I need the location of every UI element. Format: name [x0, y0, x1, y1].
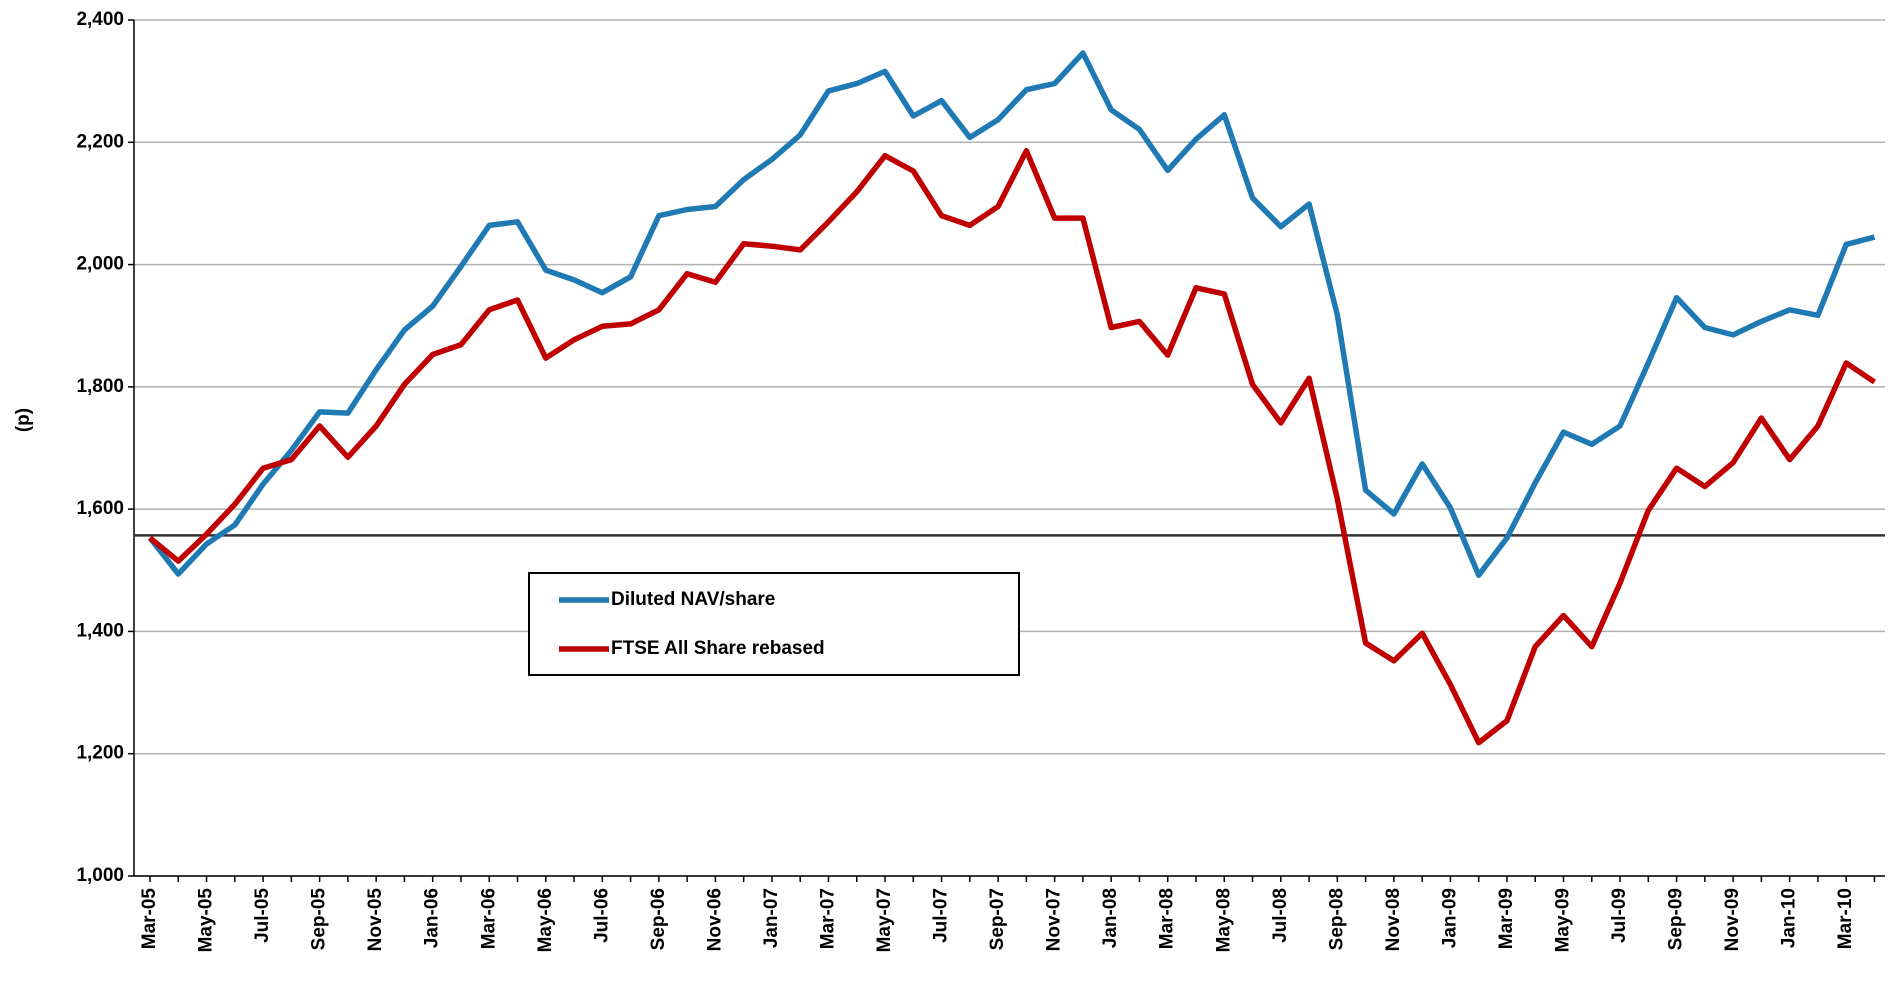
x-tick-label: May-06: [535, 888, 556, 952]
y-tick-label: 1,400: [76, 620, 124, 641]
x-tick-label: Jul-08: [1270, 888, 1291, 943]
x-tick-label: Nov-09: [1722, 888, 1743, 951]
x-tick-label: Nov-08: [1383, 888, 1404, 951]
y-tick-label: 2,400: [76, 9, 124, 30]
x-tick-label: Sep-08: [1326, 888, 1347, 950]
legend-box: [528, 572, 1020, 676]
x-tick-label: Jul-06: [591, 888, 612, 943]
y-tick-label: 2,200: [76, 131, 124, 152]
x-tick-label: Sep-07: [987, 888, 1008, 950]
x-tick-label: Sep-09: [1666, 888, 1687, 950]
x-tick-label: Jul-05: [252, 888, 273, 943]
y-tick-label: 1,800: [76, 376, 124, 397]
x-tick-label: Mar-06: [478, 888, 499, 949]
x-tick-label: Jul-07: [931, 888, 952, 943]
y-axis-label: (p): [13, 408, 34, 432]
x-tick-label: May-08: [1213, 888, 1234, 952]
y-tick-label: 1,200: [76, 743, 124, 764]
x-tick-label: Mar-09: [1496, 888, 1517, 949]
x-tick-label: Mar-07: [817, 888, 838, 949]
x-tick-label: Sep-06: [648, 888, 669, 950]
x-tick-label: May-05: [196, 888, 217, 953]
x-tick-label: Jan-10: [1779, 888, 1800, 948]
x-tick-label: Nov-07: [1044, 888, 1065, 951]
x-tick-label: Jan-09: [1439, 888, 1460, 948]
x-tick-label: Jul-09: [1609, 888, 1630, 943]
x-tick-label: Nov-06: [704, 888, 725, 951]
series-line: [148, 148, 1877, 746]
x-tick-label: Nov-05: [365, 888, 386, 952]
y-tick-label: 2,000: [76, 254, 124, 275]
legend-label: FTSE All Share rebased: [611, 638, 825, 659]
y-tick-label: 1,600: [76, 498, 124, 519]
x-tick-label: Mar-08: [1157, 888, 1178, 949]
y-tick-label: 1,000: [76, 865, 124, 886]
legend-label: Diluted NAV/share: [611, 589, 775, 610]
x-tick-label: Jan-06: [422, 888, 443, 948]
x-tick-label: Jan-07: [761, 888, 782, 948]
x-tick-label: Mar-05: [139, 888, 160, 950]
x-tick-label: Mar-10: [1835, 888, 1856, 949]
x-tick-label: Jan-08: [1100, 888, 1121, 948]
series-line: [147, 50, 1876, 578]
x-tick-label: Sep-05: [309, 888, 330, 951]
x-tick-label: May-09: [1553, 888, 1574, 952]
x-tick-label: May-07: [874, 888, 895, 952]
